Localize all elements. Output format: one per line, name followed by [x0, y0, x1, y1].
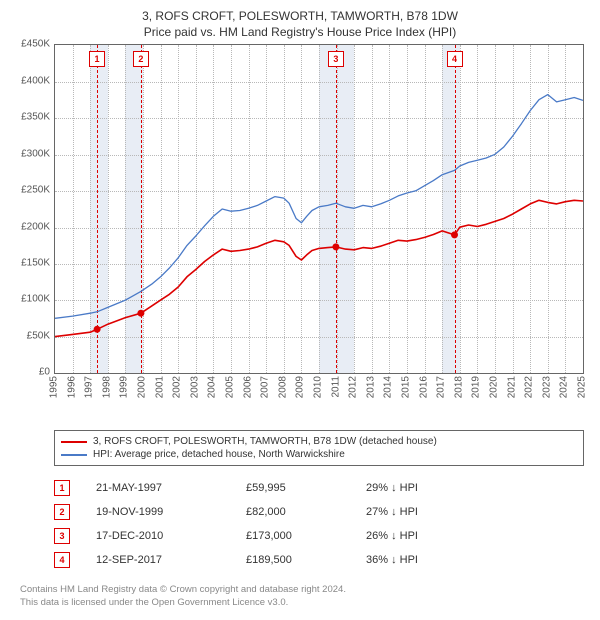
sale-row: 1 21-MAY-1997£59,99529% ↓ HPI: [54, 476, 584, 500]
x-tick-label: 2000: [137, 376, 148, 398]
sale-price: £173,000: [246, 530, 366, 542]
x-tick-label: 2004: [207, 376, 218, 398]
sale-number-box: 4: [54, 552, 70, 568]
sale-number-box: 1: [54, 480, 70, 496]
chart-container: 3, ROFS CROFT, POLESWORTH, TAMWORTH, B78…: [0, 0, 600, 615]
sale-marker-box: 1: [89, 51, 105, 67]
sale-number-box: 2: [54, 504, 70, 520]
x-tick-label: 1995: [49, 376, 60, 398]
x-tick-label: 2018: [453, 376, 464, 398]
sale-diff-hpi: 36% ↓ HPI: [366, 554, 486, 566]
sale-point: [332, 244, 339, 251]
x-tick-label: 2010: [313, 376, 324, 398]
y-tick-label: £150K: [21, 258, 50, 269]
x-tick-label: 2015: [401, 376, 412, 398]
x-tick-label: 2007: [260, 376, 271, 398]
sale-marker-box: 3: [328, 51, 344, 67]
legend-swatch: [61, 441, 87, 443]
sale-number-box: 3: [54, 528, 70, 544]
sale-row: 3 17-DEC-2010£173,00026% ↓ HPI: [54, 524, 584, 548]
title-line1: 3, ROFS CROFT, POLESWORTH, TAMWORTH, B78…: [10, 8, 590, 24]
x-tick-label: 2024: [559, 376, 570, 398]
sale-date: 17-DEC-2010: [96, 530, 246, 542]
y-tick-label: £100K: [21, 294, 50, 305]
chart-area: £0£50K£100K£150K£200K£250K£300K£350K£400…: [10, 44, 590, 424]
footer-attribution: Contains HM Land Registry data © Crown c…: [20, 584, 590, 609]
x-tick-label: 2008: [277, 376, 288, 398]
x-tick-label: 2014: [383, 376, 394, 398]
legend-item: HPI: Average price, detached house, Nort…: [61, 448, 577, 461]
sale-date: 21-MAY-1997: [96, 482, 246, 494]
x-tick-label: 2011: [330, 376, 341, 398]
y-tick-label: £200K: [21, 221, 50, 232]
footer-line2: This data is licensed under the Open Gov…: [20, 597, 590, 609]
x-tick-label: 2016: [418, 376, 429, 398]
x-tick-label: 1999: [119, 376, 130, 398]
x-tick-label: 2022: [524, 376, 535, 398]
sale-row: 4 12-SEP-2017£189,50036% ↓ HPI: [54, 548, 584, 572]
y-tick-label: £400K: [21, 75, 50, 86]
sale-date: 12-SEP-2017: [96, 554, 246, 566]
sale-row: 2 19-NOV-1999£82,00027% ↓ HPI: [54, 500, 584, 524]
x-tick-label: 2012: [348, 376, 359, 398]
series-price_paid: [55, 201, 583, 337]
sale-marker-box: 4: [447, 51, 463, 67]
x-tick-label: 2021: [506, 376, 517, 398]
x-tick-label: 1997: [84, 376, 95, 398]
y-tick-label: £250K: [21, 185, 50, 196]
y-tick-label: £450K: [21, 39, 50, 50]
x-tick-label: 2020: [489, 376, 500, 398]
sale-point: [137, 310, 144, 317]
x-tick-label: 2013: [365, 376, 376, 398]
x-tick-label: 2019: [471, 376, 482, 398]
legend-label: HPI: Average price, detached house, Nort…: [93, 449, 345, 460]
footer-line1: Contains HM Land Registry data © Crown c…: [20, 584, 590, 596]
legend-item: 3, ROFS CROFT, POLESWORTH, TAMWORTH, B78…: [61, 435, 577, 448]
x-tick-label: 2003: [189, 376, 200, 398]
sale-marker-box: 2: [133, 51, 149, 67]
x-tick-label: 2009: [295, 376, 306, 398]
legend: 3, ROFS CROFT, POLESWORTH, TAMWORTH, B78…: [54, 430, 584, 466]
legend-swatch: [61, 454, 87, 456]
x-tick-label: 2025: [577, 376, 588, 398]
x-tick-label: 2023: [541, 376, 552, 398]
sale-point: [94, 326, 101, 333]
sale-price: £59,995: [246, 482, 366, 494]
y-tick-label: £350K: [21, 112, 50, 123]
sale-price: £82,000: [246, 506, 366, 518]
y-tick-label: £300K: [21, 148, 50, 159]
sales-table: 1 21-MAY-1997£59,99529% ↓ HPI 2 19-NOV-1999…: [54, 476, 584, 572]
y-axis-labels: £0£50K£100K£150K£200K£250K£300K£350K£400…: [10, 44, 52, 374]
x-tick-label: 2002: [172, 376, 183, 398]
sale-point: [451, 232, 458, 239]
x-axis-labels: 1995199619971998199920002001200220032004…: [54, 376, 584, 420]
x-tick-label: 2005: [225, 376, 236, 398]
chart-title: 3, ROFS CROFT, POLESWORTH, TAMWORTH, B78…: [10, 8, 590, 40]
x-tick-label: 2006: [242, 376, 253, 398]
sale-price: £189,500: [246, 554, 366, 566]
y-tick-label: £50K: [27, 330, 50, 341]
x-tick-label: 1996: [66, 376, 77, 398]
series-hpi: [55, 95, 583, 319]
legend-label: 3, ROFS CROFT, POLESWORTH, TAMWORTH, B78…: [93, 436, 437, 447]
sale-diff-hpi: 29% ↓ HPI: [366, 482, 486, 494]
sale-date: 19-NOV-1999: [96, 506, 246, 518]
x-tick-label: 1998: [101, 376, 112, 398]
sale-diff-hpi: 26% ↓ HPI: [366, 530, 486, 542]
title-line2: Price paid vs. HM Land Registry's House …: [10, 24, 590, 40]
plot-area: 1 2 3 4: [54, 44, 584, 374]
x-tick-label: 2001: [154, 376, 165, 398]
x-tick-label: 2017: [436, 376, 447, 398]
sale-diff-hpi: 27% ↓ HPI: [366, 506, 486, 518]
line-svg: [55, 45, 583, 373]
